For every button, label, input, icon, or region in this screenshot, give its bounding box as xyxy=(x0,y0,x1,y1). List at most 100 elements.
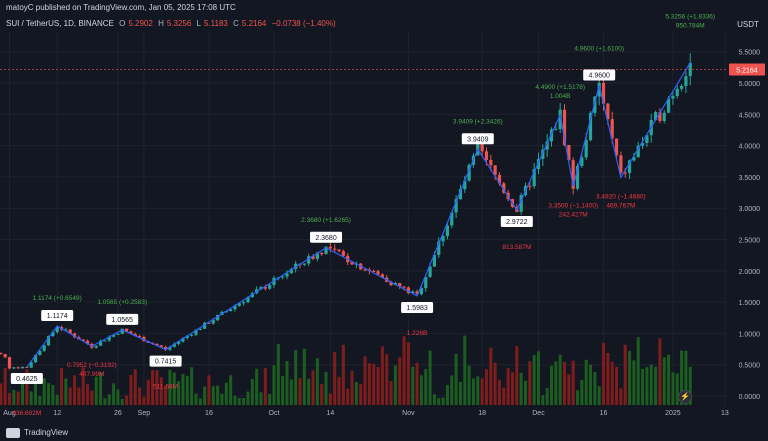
candle-body xyxy=(7,357,12,369)
volume-bar xyxy=(25,369,29,405)
volume-bar xyxy=(445,385,449,405)
candle-body xyxy=(159,345,163,348)
volume-bar xyxy=(64,378,68,405)
currency-label[interactable]: USDT xyxy=(737,20,759,29)
volume-bar xyxy=(489,347,493,405)
volume-bar xyxy=(224,382,228,405)
candle-body xyxy=(645,135,649,144)
pivot-box-label: 1.0565 xyxy=(112,317,134,324)
volume-bar xyxy=(242,398,246,405)
volume-bar xyxy=(419,375,423,405)
volume-bar xyxy=(194,393,198,405)
pivot-annotation: 950.784M xyxy=(676,23,705,30)
candle-body xyxy=(324,246,328,255)
candle-body xyxy=(684,76,688,87)
candle-body xyxy=(497,174,502,184)
brand-name: TradingView xyxy=(24,428,69,437)
pivot-annotation: 469.767M xyxy=(606,202,635,209)
volume-bar xyxy=(177,381,181,405)
candle-body xyxy=(575,165,580,189)
candle-body xyxy=(216,314,220,321)
candle-body xyxy=(532,169,536,187)
pivot-annotation: 407.99M xyxy=(79,371,104,378)
volume-bar xyxy=(311,370,315,405)
candle-body xyxy=(25,366,29,368)
candle-body xyxy=(450,212,454,226)
volume-bar xyxy=(610,361,614,405)
candle-body xyxy=(137,335,142,337)
volume-bar xyxy=(237,397,241,405)
volume-bar xyxy=(55,394,59,405)
candle-body xyxy=(81,339,85,341)
volume-bar xyxy=(21,374,25,405)
candle-body xyxy=(263,287,267,289)
volume-bar xyxy=(471,378,475,405)
y-tick-label: 5.5000 xyxy=(739,50,761,57)
candle-body xyxy=(103,340,107,342)
x-tick-label: 26 xyxy=(114,410,122,417)
candle-body xyxy=(320,252,324,255)
volume-bar xyxy=(47,383,51,405)
candle-body xyxy=(632,157,636,161)
x-tick-label: Sep xyxy=(138,410,151,417)
candle-body xyxy=(554,129,558,131)
volume-bar xyxy=(402,336,406,405)
volume-bar xyxy=(90,390,94,405)
candle-body xyxy=(519,195,523,212)
candle-body xyxy=(558,109,562,130)
flash-icon[interactable]: ⚡ xyxy=(678,390,692,404)
volume-bar xyxy=(628,350,632,405)
y-tick-label: 2.0000 xyxy=(739,269,761,276)
volume-bar xyxy=(337,376,341,405)
candle-body xyxy=(203,322,207,329)
candle-body xyxy=(163,347,168,350)
volume-bar xyxy=(350,370,354,405)
symbol-name[interactable]: SUI / TetherUS, 1D, BINANCE xyxy=(6,19,114,28)
pivot-annotation: 3.3500 (−1.1400) xyxy=(548,202,598,209)
candle-body xyxy=(636,145,640,158)
low-key: L xyxy=(196,19,201,28)
volume-bar xyxy=(34,378,38,405)
candle-body xyxy=(124,328,129,332)
candle-body xyxy=(679,86,684,89)
candle-body xyxy=(445,225,450,237)
volume-bar xyxy=(172,372,176,405)
volume-bar xyxy=(593,372,597,405)
publish-bar: matoyC published on TradingView.com, Jan… xyxy=(0,0,768,16)
candle-body xyxy=(493,165,497,175)
volume-bar xyxy=(580,379,584,405)
volume-bar xyxy=(680,350,684,405)
candle-body xyxy=(623,172,627,174)
volume-bar xyxy=(567,374,571,405)
volume-bar xyxy=(0,383,3,405)
candle-body xyxy=(111,334,116,337)
volume-bar xyxy=(250,378,254,405)
candle-body xyxy=(233,305,237,310)
volume-bar xyxy=(541,395,545,405)
candle-body xyxy=(51,332,55,337)
volume-bar xyxy=(229,375,233,405)
candle-body xyxy=(302,263,306,265)
volume-bar xyxy=(385,354,389,405)
volume-bar xyxy=(333,352,337,405)
volume-bar xyxy=(550,365,553,405)
candle-body xyxy=(441,236,445,242)
volume-bar xyxy=(51,384,55,405)
volume-bar xyxy=(632,360,636,405)
pivot-box xyxy=(41,310,74,322)
candle-body xyxy=(588,112,593,141)
volume-bar xyxy=(107,394,111,405)
volume-bar xyxy=(281,375,285,405)
candle-body xyxy=(64,329,68,331)
volume-bar xyxy=(654,366,658,405)
candle-body xyxy=(653,112,658,121)
volume-bar xyxy=(376,367,380,405)
volume-bar xyxy=(151,370,155,405)
volume-bar xyxy=(198,398,202,405)
volume-bar xyxy=(60,368,64,405)
candle-body xyxy=(411,291,415,294)
footer: TradingView xyxy=(0,425,768,441)
volume-bar xyxy=(519,372,523,405)
volume-bar xyxy=(476,376,480,405)
